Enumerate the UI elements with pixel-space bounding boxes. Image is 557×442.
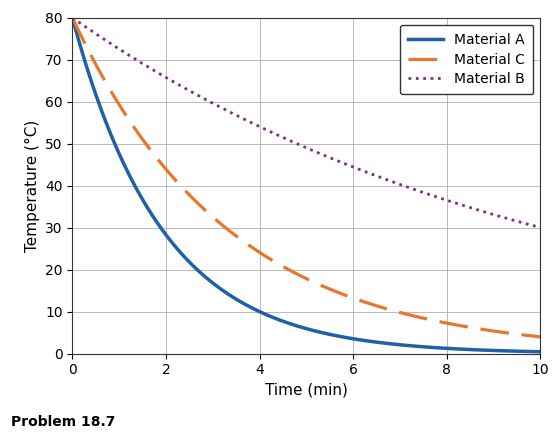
Material A	[117, 153, 124, 159]
Material B	[434, 194, 441, 200]
Material A	[537, 349, 544, 354]
Material B	[258, 125, 265, 130]
Material C	[537, 334, 544, 339]
Material C	[434, 319, 441, 324]
Material C	[69, 15, 76, 20]
Material A	[275, 317, 282, 322]
Material C	[275, 261, 282, 267]
Material B	[117, 47, 124, 52]
Material C	[390, 308, 397, 313]
Material A	[258, 310, 265, 315]
Text: Problem 18.7: Problem 18.7	[11, 415, 115, 429]
Material A	[390, 342, 397, 347]
Material B	[442, 197, 449, 202]
Material C	[258, 251, 265, 256]
Material B	[275, 133, 282, 138]
Material C	[117, 104, 124, 109]
Line: Material C: Material C	[72, 18, 540, 337]
Material B	[69, 15, 76, 20]
Y-axis label: Temperature (°C): Temperature (°C)	[25, 119, 40, 252]
Material A	[69, 15, 76, 20]
Material B	[390, 179, 397, 185]
Line: Material B: Material B	[72, 18, 540, 228]
Material B	[537, 225, 544, 230]
Material A	[442, 346, 449, 351]
Line: Material A: Material A	[72, 18, 540, 352]
Material C	[442, 320, 449, 326]
X-axis label: Time (min): Time (min)	[265, 383, 348, 398]
Material A	[434, 345, 441, 351]
Legend: Material A, Material C, Material B: Material A, Material C, Material B	[400, 25, 534, 95]
